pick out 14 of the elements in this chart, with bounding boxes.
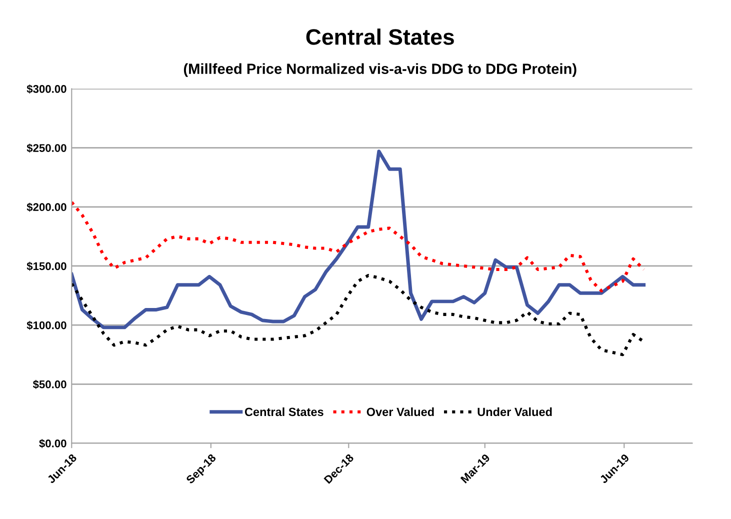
line-series [72, 274, 646, 356]
y-tick-label: $150.00 [26, 262, 66, 271]
legend-label: Central States [244, 407, 324, 416]
chart-title: Central States [306, 28, 454, 45]
y-tick-label: $200.00 [26, 202, 66, 212]
line-series [72, 150, 646, 330]
y-tick-label: $300.00 [26, 84, 66, 94]
chart-subtitle: (Millfeed Price Normalized vis-a-vis DDG to DDG Protein) [184, 63, 576, 77]
legend-label: Over Valued [366, 407, 434, 416]
y-tick-label: $50.00 [32, 380, 66, 389]
y-tick-label: $0.00 [39, 439, 66, 448]
y-tick-label: $100.00 [26, 320, 66, 330]
legend-label: Under Valued [478, 407, 552, 416]
y-tick-label: $250.00 [26, 144, 66, 153]
